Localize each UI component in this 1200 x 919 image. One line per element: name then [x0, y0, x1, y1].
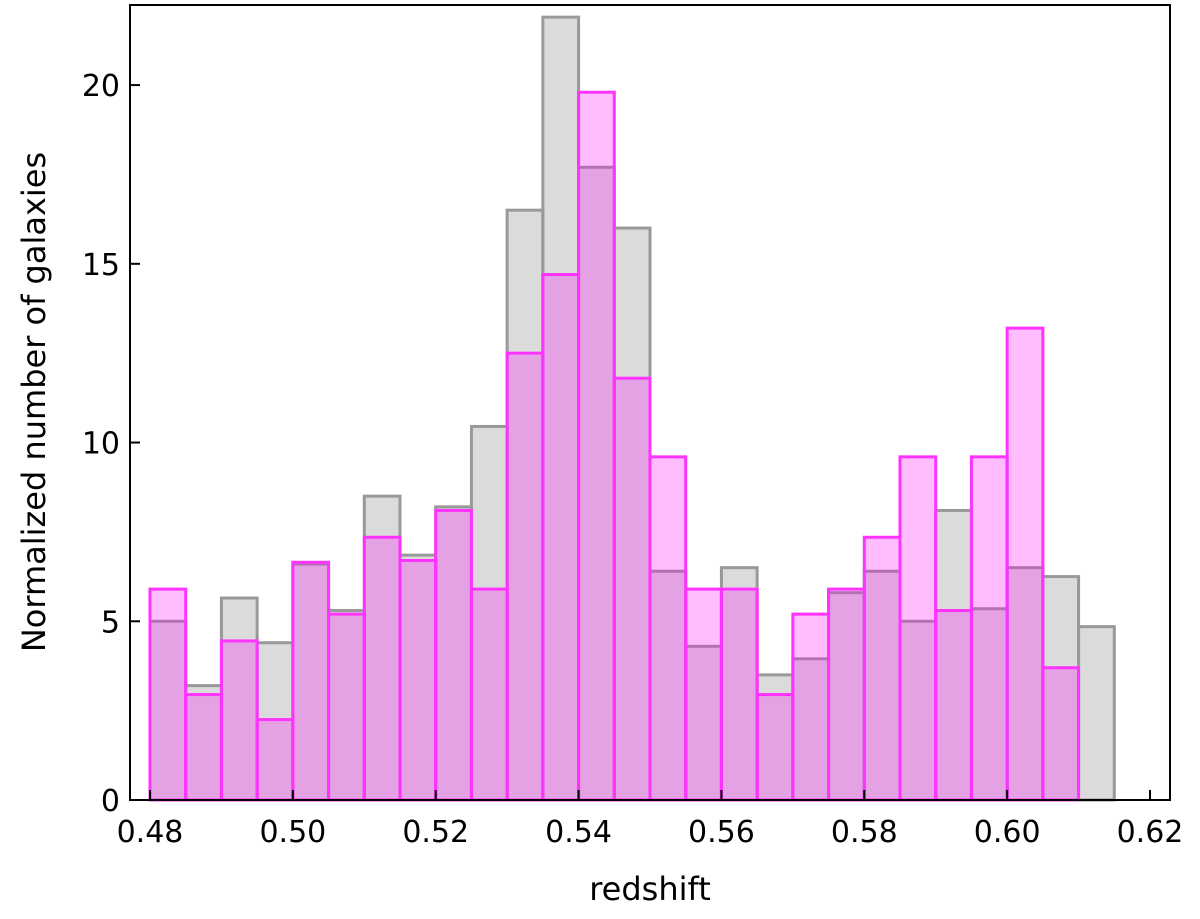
x-tick-label: 0.54 [545, 815, 612, 850]
histogram-bar [612, 226, 652, 802]
histogram-bar [505, 351, 545, 802]
x-tick-label: 0.48 [117, 815, 184, 850]
histogram-bar [1077, 625, 1116, 802]
histogram-bar [541, 15, 581, 802]
histogram-bar [898, 455, 938, 802]
x-tick-label: 0.52 [402, 815, 469, 850]
histogram-bar [612, 376, 652, 802]
histogram-bar [255, 718, 295, 802]
x-tick-label: 0.58 [831, 815, 898, 850]
y-tick-label: 5 [101, 605, 120, 640]
x-tick-label: 0.50 [259, 815, 326, 850]
plot-frame [129, 4, 1171, 801]
histogram-bar [827, 591, 866, 802]
x-axis-label: redshift [589, 870, 711, 908]
histogram-bar [362, 535, 402, 802]
x-tick-label: 0.60 [974, 815, 1041, 850]
histogram-bar [291, 560, 331, 802]
histogram-bar [219, 639, 259, 802]
histogram-bar [684, 587, 723, 802]
histogram-bar [434, 508, 473, 802]
histogram-bar [934, 609, 973, 802]
histogram-bar [1041, 666, 1081, 802]
histogram-bar [541, 273, 581, 802]
y-tick-label: 20 [82, 69, 120, 104]
histogram-bar [148, 587, 188, 802]
histogram-bar [791, 657, 831, 802]
histogram-bar [755, 693, 795, 802]
x-tick-label: 0.56 [688, 815, 755, 850]
y-tick-label: 0 [101, 784, 120, 819]
histogram-bar [969, 455, 1009, 802]
histogram-bar [1005, 326, 1045, 802]
histogram-bar [791, 612, 831, 802]
histogram-bar [327, 612, 366, 802]
histogram-bar [469, 587, 509, 802]
histogram-bar [398, 558, 438, 802]
y-axis-label: Normalized number of galaxies [15, 152, 53, 652]
y-tick-label: 10 [82, 427, 120, 462]
histogram-bar [862, 535, 902, 802]
x-tick-label: 0.62 [1117, 815, 1184, 850]
histogram-bar [648, 455, 688, 802]
histogram-bar [827, 587, 866, 802]
histogram-bar [934, 508, 973, 802]
histogram-bar [577, 90, 616, 802]
histogram-bar [184, 693, 223, 802]
histogram-bar [719, 587, 759, 802]
y-tick-label: 15 [82, 248, 120, 283]
